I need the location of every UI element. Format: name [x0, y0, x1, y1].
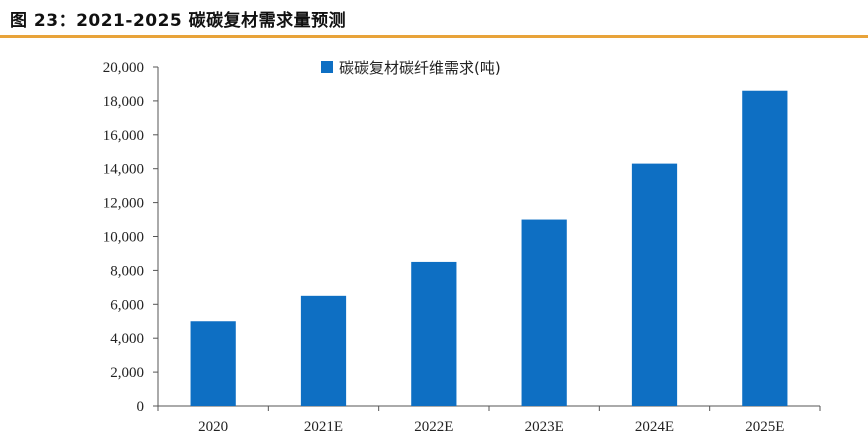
y-tick-label: 10,000: [103, 230, 144, 246]
y-tick-label: 8,000: [110, 263, 144, 279]
x-tick-label: 2023E: [525, 419, 564, 435]
bar: [742, 90, 788, 407]
x-tick-label: 2021E: [304, 419, 343, 435]
y-axis: 0 2,000 4,000 6,000 8,000 10,000 12,000 14,000 1…: [103, 60, 159, 415]
x-tick-label: 2025E: [745, 419, 784, 435]
legend-swatch: [321, 61, 333, 73]
bar-chart: 碳碳复材碳纤维需求(吨) 0 2,000 4,000 6,000 8,000 10,000…: [103, 59, 821, 435]
y-tick-label: 12,000: [103, 196, 144, 212]
y-tick-label: 18,000: [103, 94, 144, 110]
y-tick-label: 20,000: [103, 60, 144, 76]
bar: [631, 163, 678, 406]
figure-title: 图 23：2021-2025 碳碳复材需求量预测: [10, 11, 347, 31]
bars: [190, 90, 788, 407]
x-tick-label: 2020: [198, 419, 228, 435]
y-tick-label: 0: [137, 399, 145, 415]
bar: [411, 261, 457, 406]
x-tick-label: 2024E: [635, 419, 674, 435]
bar: [300, 295, 347, 406]
x-axis: 2020 2021E 2022E 2023E 2024E 2025E: [157, 405, 821, 435]
y-tick-label: 6,000: [110, 297, 144, 313]
y-tick-label: 2,000: [110, 365, 144, 381]
x-tick-label: 2022E: [414, 419, 453, 435]
bar: [190, 321, 236, 406]
y-tick-label: 16,000: [103, 128, 144, 144]
legend: 碳碳复材碳纤维需求(吨): [321, 59, 501, 77]
y-tick-label: 4,000: [110, 331, 144, 347]
legend-label: 碳碳复材碳纤维需求(吨): [339, 59, 501, 77]
y-tick-label: 14,000: [103, 162, 144, 178]
bar: [521, 219, 567, 406]
title-divider: [0, 35, 868, 38]
